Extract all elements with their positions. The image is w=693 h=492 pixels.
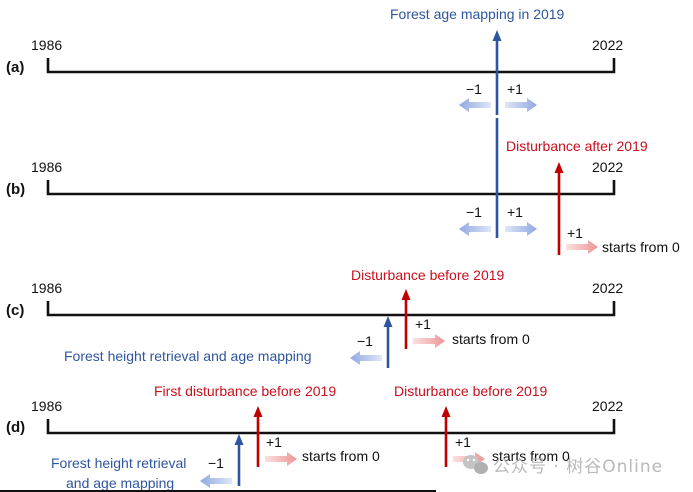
panel-d: (d) 1986 2022 First disturbance before 2… <box>6 383 623 491</box>
red-disturbance-arrow <box>441 406 451 467</box>
end-year-label: 2022 <box>592 37 623 53</box>
wechat-icon <box>463 455 488 474</box>
mapping-2019-label: Forest age mapping in 2019 <box>390 6 565 22</box>
end-year-label: 2022 <box>592 280 623 296</box>
watermark-text: 公众号 · 树谷Online <box>493 457 663 477</box>
first-disturbance-label: First disturbance before 2019 <box>154 383 336 399</box>
minus-one-label: −1 <box>357 333 373 349</box>
minus-one-label: −1 <box>208 455 224 471</box>
red-plus-one-label: +1 <box>415 316 431 332</box>
panel-d-label: (d) <box>6 419 25 436</box>
panel-c: (c) 1986 2022 Disturbance before 2019 Fo… <box>6 267 623 368</box>
timeline-axis <box>46 419 616 435</box>
start-year-label: 1986 <box>31 398 62 414</box>
blue-mapping-arrow <box>492 30 502 115</box>
blue-mapping-arrow <box>383 316 393 368</box>
plus-one-label: +1 <box>507 204 523 220</box>
starts-from-zero-label-1: starts from 0 <box>302 448 380 464</box>
light-left-arrow-icon <box>459 98 491 112</box>
panel-a-label: (a) <box>6 59 24 76</box>
panel-a: (a) 1986 2022 Forest age mapping in 2019… <box>6 6 623 115</box>
light-left-arrow-icon <box>459 222 491 236</box>
red-disturbance-arrow <box>401 289 411 349</box>
starts-from-zero-label: starts from 0 <box>602 239 680 255</box>
end-year-label: 2022 <box>592 159 623 175</box>
minus-one-label: −1 <box>466 204 482 220</box>
light-left-arrow-icon <box>350 351 382 365</box>
panel-c-label: (c) <box>6 302 24 319</box>
end-year-label: 2022 <box>592 398 623 414</box>
red-first-disturbance-arrow <box>253 406 263 467</box>
timeline-axis <box>46 301 616 317</box>
minus-one-label: −1 <box>466 81 482 97</box>
red-plus-one-label-2: +1 <box>455 434 471 450</box>
red-disturbance-arrow <box>554 162 564 255</box>
panel-b: (b) 1986 2022 Disturbance after 2019 −1 … <box>6 118 680 255</box>
light-left-arrow-icon <box>200 474 232 488</box>
forest-height-retrieval-label: Forest height retrieval and age mapping <box>64 348 311 364</box>
red-plus-one-label: +1 <box>567 225 583 241</box>
watermark: 公众号 · 树谷Online <box>463 455 663 477</box>
forest-height-retrieval-label-line1: Forest height retrieval <box>51 455 186 471</box>
start-year-label: 1986 <box>31 159 62 175</box>
light-red-right-arrow-icon <box>265 452 297 466</box>
starts-from-zero-label: starts from 0 <box>452 331 530 347</box>
disturbance-before-2019-label: Disturbance before 2019 <box>394 383 548 399</box>
disturbance-before-2019-label: Disturbance before 2019 <box>351 267 505 283</box>
plus-one-label: +1 <box>507 81 523 97</box>
timeline-axis <box>46 180 616 196</box>
red-plus-one-label-1: +1 <box>266 434 282 450</box>
timeline-axis <box>46 58 616 74</box>
disturbance-after-2019-label: Disturbance after 2019 <box>506 138 648 154</box>
light-red-right-arrow-icon <box>566 240 598 254</box>
light-red-right-arrow-icon <box>413 334 445 348</box>
light-right-arrow-icon <box>505 98 537 112</box>
start-year-label: 1986 <box>31 280 62 296</box>
light-right-arrow-icon <box>505 222 537 236</box>
forest-height-retrieval-label-line2: and age mapping <box>66 475 174 491</box>
blue-mapping-arrow <box>234 434 244 486</box>
start-year-label: 1986 <box>31 37 62 53</box>
starts-from-zero-label-2: starts from 0 <box>492 448 570 464</box>
panel-b-label: (b) <box>6 181 25 198</box>
